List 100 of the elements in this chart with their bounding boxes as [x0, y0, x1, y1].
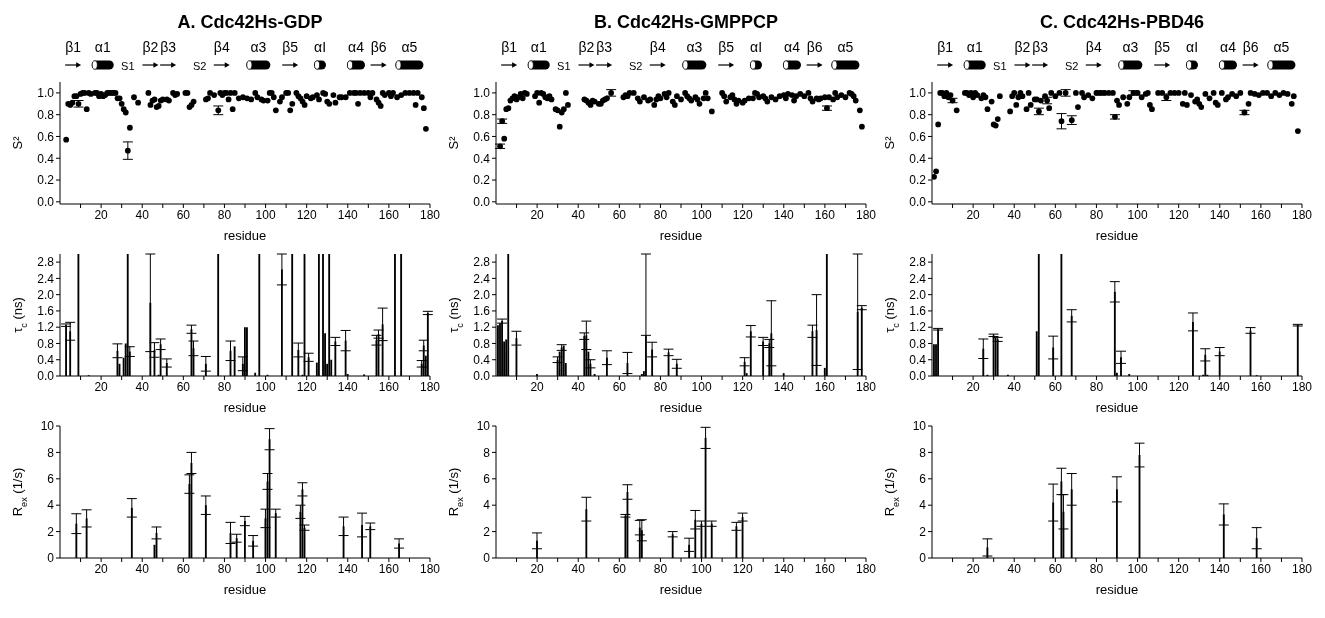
text: β2 [1014, 39, 1031, 55]
x-tick-label: 40 [1007, 207, 1022, 222]
x-tick-label: 160 [814, 379, 836, 394]
x-tick-label: 100 [691, 379, 712, 394]
text: β2 [142, 39, 159, 55]
x-tick-label: 40 [1007, 379, 1022, 394]
x-tick-label: 120 [732, 561, 753, 576]
text: αI [1186, 39, 1199, 55]
x-tick-label: 180 [855, 561, 877, 576]
y-axis-title: S² [882, 135, 897, 150]
y-tick-label: 8 [483, 445, 491, 460]
text: αI [314, 39, 327, 55]
y-tick-label: 2 [483, 524, 491, 539]
y-tick-label: 2.4 [37, 271, 55, 286]
text: α5 [1273, 39, 1290, 55]
text: β4 [1085, 39, 1102, 55]
y-tick-label: 0.2 [909, 173, 927, 188]
y-tick-label: 0 [919, 551, 927, 566]
x-tick-label: 140 [1209, 561, 1231, 576]
x-tick-label: 20 [530, 379, 545, 394]
x-tick-label: 120 [296, 561, 317, 576]
y-tick-label: 2.0 [909, 287, 927, 302]
x-tick-label: 180 [419, 379, 441, 394]
x-tick-label: 180 [1291, 207, 1313, 222]
text: S1 [121, 60, 135, 72]
x-tick-label: 160 [378, 561, 400, 576]
text: S1 [557, 60, 571, 72]
chart-title: B. Cdc42Hs-GMPPCP [592, 11, 779, 34]
x-tick-label: 20 [94, 207, 109, 222]
text: S2 [193, 60, 207, 72]
x-tick-label: 60 [176, 207, 191, 222]
x-tick-label: 40 [571, 561, 586, 576]
x-tick-label: 60 [1048, 561, 1063, 576]
x-tick-label: 60 [1048, 207, 1063, 222]
y-tick-label: 0.4 [473, 352, 491, 367]
y-tick-label: 1.2 [473, 320, 491, 335]
text: β6 [806, 39, 823, 55]
y-tick-label: 0.8 [473, 336, 491, 351]
x-tick-label: 160 [378, 379, 400, 394]
y-tick-label: 0.0 [909, 369, 927, 384]
x-tick-label: 160 [814, 561, 836, 576]
x-tick-label: 140 [337, 561, 359, 576]
y-tick-label: 0.8 [909, 107, 927, 122]
text: β6 [370, 39, 387, 55]
x-tick-label: 140 [773, 561, 795, 576]
x-tick-label: 180 [855, 379, 877, 394]
y-tick-label: 1.6 [909, 304, 927, 319]
text: β1 [937, 39, 954, 55]
text: α3 [250, 39, 267, 55]
x-tick-label: 60 [612, 561, 627, 576]
x-axis-title: residue [659, 582, 703, 597]
x-tick-label: 180 [419, 561, 441, 576]
x-tick-label: 100 [255, 561, 276, 576]
x-tick-label: 180 [1291, 561, 1313, 576]
x-tick-label: 60 [612, 379, 627, 394]
x-tick-label: 20 [966, 379, 981, 394]
text: α1 [94, 39, 111, 55]
y-tick-label: 0.8 [473, 107, 491, 122]
text: β3 [1032, 39, 1049, 55]
text: α1 [530, 39, 547, 55]
x-tick-label: 120 [1168, 207, 1189, 222]
y-tick-label: 1.6 [37, 304, 55, 319]
y-tick-label: 8 [47, 445, 55, 460]
y-tick-label: 0.6 [473, 129, 491, 144]
y-tick-label: 6 [47, 472, 55, 487]
y-tick-label: 2 [919, 524, 927, 539]
y-axis-title: S² [446, 135, 461, 150]
y-tick-label: 0.4 [473, 151, 491, 166]
x-tick-label: 140 [337, 207, 359, 222]
x-tick-label: 80 [217, 561, 232, 576]
y-tick-label: 2.8 [473, 255, 491, 270]
x-tick-label: 20 [530, 207, 545, 222]
y-tick-label: 0.4 [37, 352, 55, 367]
x-tick-label: 20 [966, 207, 981, 222]
x-tick-label: 60 [176, 561, 191, 576]
y-tick-label: 8 [919, 445, 927, 460]
text: α5 [837, 39, 854, 55]
y-tick-label: 10 [40, 419, 55, 434]
text: β5 [282, 39, 299, 55]
x-tick-label: 160 [1250, 207, 1272, 222]
text: β3 [596, 39, 613, 55]
x-tick-label: 160 [1250, 561, 1272, 576]
y-tick-label: 0.0 [37, 195, 55, 210]
x-tick-label: 120 [732, 207, 753, 222]
y-tick-label: 6 [919, 472, 927, 487]
x-tick-label: 80 [1089, 379, 1104, 394]
y-tick-label: 0 [47, 551, 55, 566]
text: α4 [348, 39, 365, 55]
x-axis-title: residue [1095, 582, 1139, 597]
y-tick-label: 1.0 [909, 86, 927, 101]
x-tick-label: 100 [255, 379, 276, 394]
y-tick-label: 2.0 [37, 287, 55, 302]
y-tick-label: 2.4 [473, 271, 491, 286]
x-tick-label: 160 [378, 207, 400, 222]
text: β1 [65, 39, 82, 55]
y-tick-label: 0.0 [473, 195, 491, 210]
x-tick-label: 80 [1089, 207, 1104, 222]
text: α3 [1122, 39, 1139, 55]
text: S1 [993, 60, 1007, 72]
y-tick-label: 0.0 [909, 195, 927, 210]
